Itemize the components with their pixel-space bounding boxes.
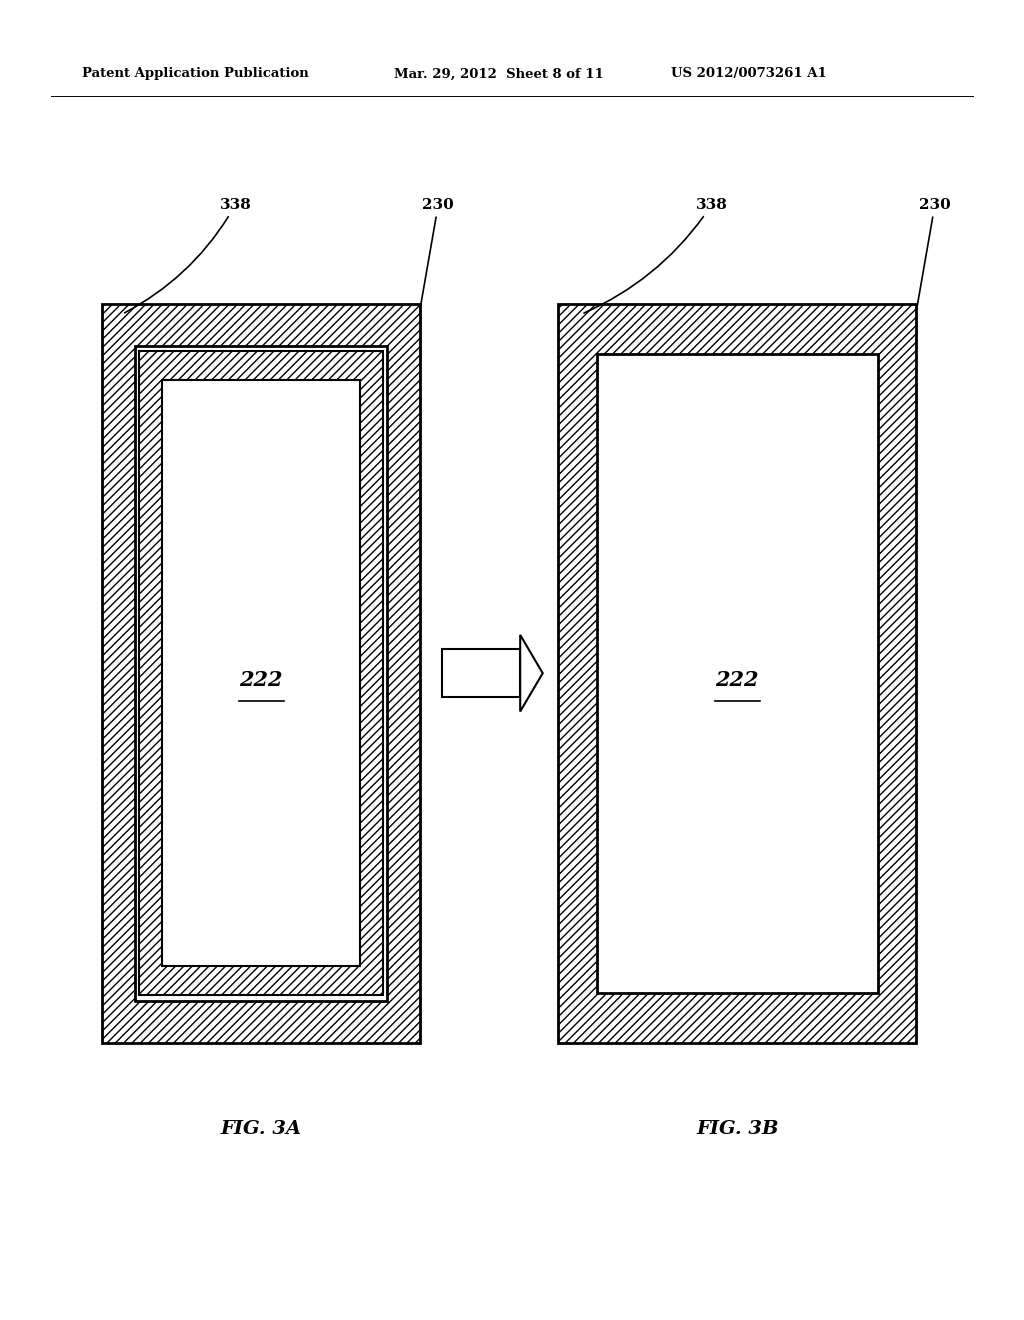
Bar (102, 304, 420, 1043)
Text: 230: 230 (420, 198, 455, 308)
Bar (139, 351, 383, 995)
Bar (442, 649, 520, 697)
Bar (597, 354, 878, 993)
Text: US 2012/0073261 A1: US 2012/0073261 A1 (671, 67, 826, 81)
Text: 230: 230 (916, 198, 951, 308)
Text: Patent Application Publication: Patent Application Publication (82, 67, 308, 81)
Bar (162, 380, 360, 966)
Text: Mar. 29, 2012  Sheet 8 of 11: Mar. 29, 2012 Sheet 8 of 11 (394, 67, 604, 81)
Polygon shape (520, 635, 543, 711)
Text: 338: 338 (125, 198, 252, 313)
Bar (139, 351, 383, 995)
Text: FIG. 3A: FIG. 3A (220, 1119, 302, 1138)
Bar (558, 304, 916, 1043)
Text: FIG. 3B: FIG. 3B (696, 1119, 778, 1138)
Text: 222: 222 (716, 669, 759, 690)
Bar (135, 346, 387, 1001)
Text: 338: 338 (584, 198, 728, 313)
Bar (558, 304, 916, 1043)
Bar (102, 304, 420, 1043)
Text: 222: 222 (240, 669, 283, 690)
